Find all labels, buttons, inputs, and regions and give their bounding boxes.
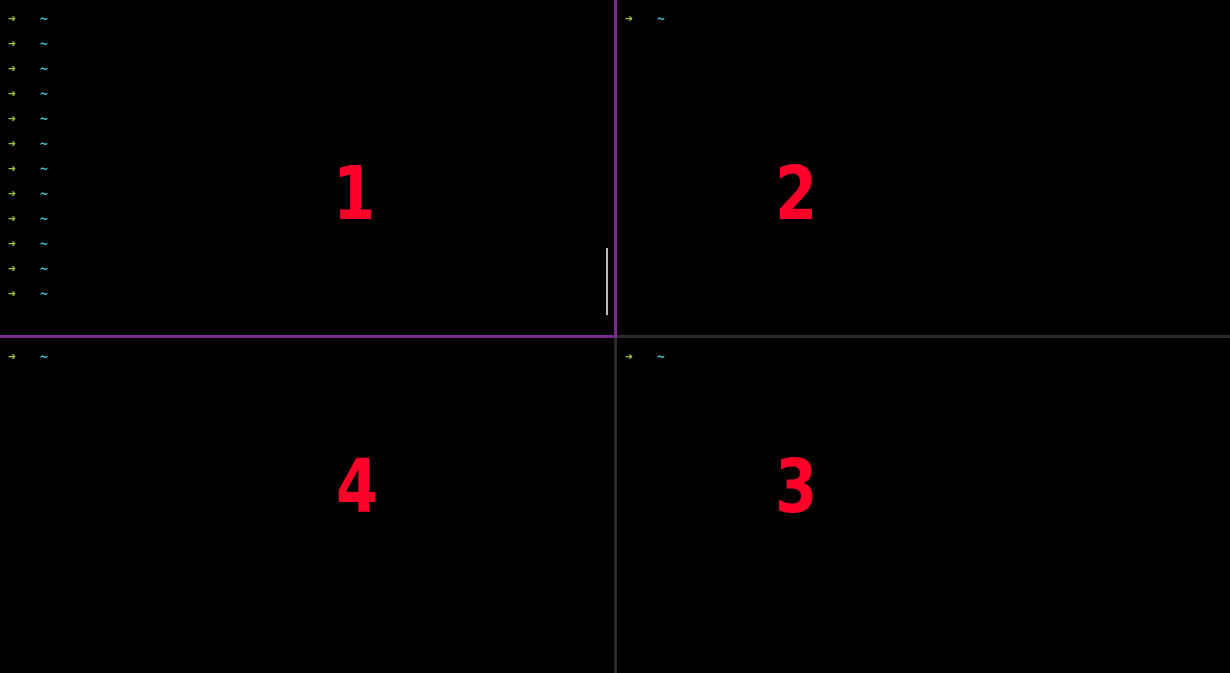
prompt-line: ➜ ~: [8, 260, 48, 285]
prompt-line: ➜ ~: [8, 160, 48, 185]
prompt-directory: ~: [40, 350, 48, 365]
arrow-right-icon: ➜: [8, 87, 16, 102]
arrow-right-icon: ➜: [8, 212, 16, 227]
arrow-right-icon: ➜: [8, 112, 16, 127]
pane-3-output: ➜ ~: [625, 348, 665, 373]
prompt-directory: ~: [40, 187, 48, 202]
prompt-line: ➜ ~: [8, 110, 48, 135]
prompt-directory: ~: [40, 237, 48, 252]
arrow-right-icon: ➜: [8, 62, 16, 77]
arrow-right-icon: ➜: [8, 237, 16, 252]
arrow-right-icon: ➜: [625, 350, 633, 365]
scrollbar[interactable]: [606, 248, 608, 315]
pane-1-output: ➜ ~ ➜ ~ ➜ ~ ➜ ~ ➜ ~ ➜ ~ ➜ ~ ➜ ~ ➜ ~ ➜ ~ ➜ ~ ➜ ~: [8, 10, 48, 310]
prompt-directory: ~: [40, 262, 48, 277]
arrow-right-icon: ➜: [8, 12, 16, 27]
arrow-right-icon: ➜: [8, 287, 16, 302]
terminal-pane-2[interactable]: ➜ ~ 2: [617, 0, 1230, 335]
terminal-pane-3[interactable]: ➜ ~ 3: [617, 338, 1230, 673]
pane-divider-horizontal[interactable]: [617, 335, 1230, 338]
pane-divider-horizontal-active[interactable]: [0, 335, 614, 338]
arrow-right-icon: ➜: [8, 262, 16, 277]
prompt-line: ➜ ~: [8, 210, 48, 235]
pane-2-output: ➜ ~: [625, 10, 665, 35]
prompt-line: ➜ ~: [8, 135, 48, 160]
prompt-line: ➜ ~: [8, 10, 48, 35]
pane-divider-vertical-active[interactable]: [614, 0, 617, 338]
prompt-line: ➜ ~: [8, 60, 48, 85]
pane-number-label: 4: [336, 444, 378, 530]
prompt-directory: ~: [40, 62, 48, 77]
arrow-right-icon: ➜: [8, 137, 16, 152]
terminal-pane-1[interactable]: ➜ ~ ➜ ~ ➜ ~ ➜ ~ ➜ ~ ➜ ~ ➜ ~ ➜ ~ ➜ ~ ➜ ~ ➜ ~ ➜ ~ 1: [0, 0, 614, 335]
prompt-line: ➜ ~: [625, 348, 665, 373]
pane-divider-vertical[interactable]: [614, 338, 617, 673]
pane-number-label: 3: [775, 444, 817, 530]
pane-number-label: 2: [775, 151, 817, 237]
prompt-directory: ~: [40, 287, 48, 302]
prompt-directory: ~: [657, 12, 665, 27]
arrow-right-icon: ➜: [8, 187, 16, 202]
terminal-pane-4[interactable]: ➜ ~ 4: [0, 338, 614, 673]
prompt-directory: ~: [40, 87, 48, 102]
prompt-line: ➜ ~: [8, 85, 48, 110]
prompt-line: ➜ ~: [625, 10, 665, 35]
prompt-directory: ~: [40, 212, 48, 227]
prompt-line: ➜ ~: [8, 235, 48, 260]
pane-4-output: ➜ ~: [8, 348, 48, 373]
prompt-directory: ~: [40, 37, 48, 52]
prompt-directory: ~: [40, 162, 48, 177]
prompt-directory: ~: [40, 112, 48, 127]
prompt-line: ➜ ~: [8, 348, 48, 373]
pane-number-label: 1: [333, 151, 375, 237]
prompt-directory: ~: [657, 350, 665, 365]
prompt-directory: ~: [40, 12, 48, 27]
prompt-directory: ~: [40, 137, 48, 152]
arrow-right-icon: ➜: [8, 350, 16, 365]
arrow-right-icon: ➜: [8, 162, 16, 177]
arrow-right-icon: ➜: [625, 12, 633, 27]
arrow-right-icon: ➜: [8, 37, 16, 52]
prompt-line: ➜ ~: [8, 285, 48, 310]
prompt-line: ➜ ~: [8, 35, 48, 60]
prompt-line: ➜ ~: [8, 185, 48, 210]
